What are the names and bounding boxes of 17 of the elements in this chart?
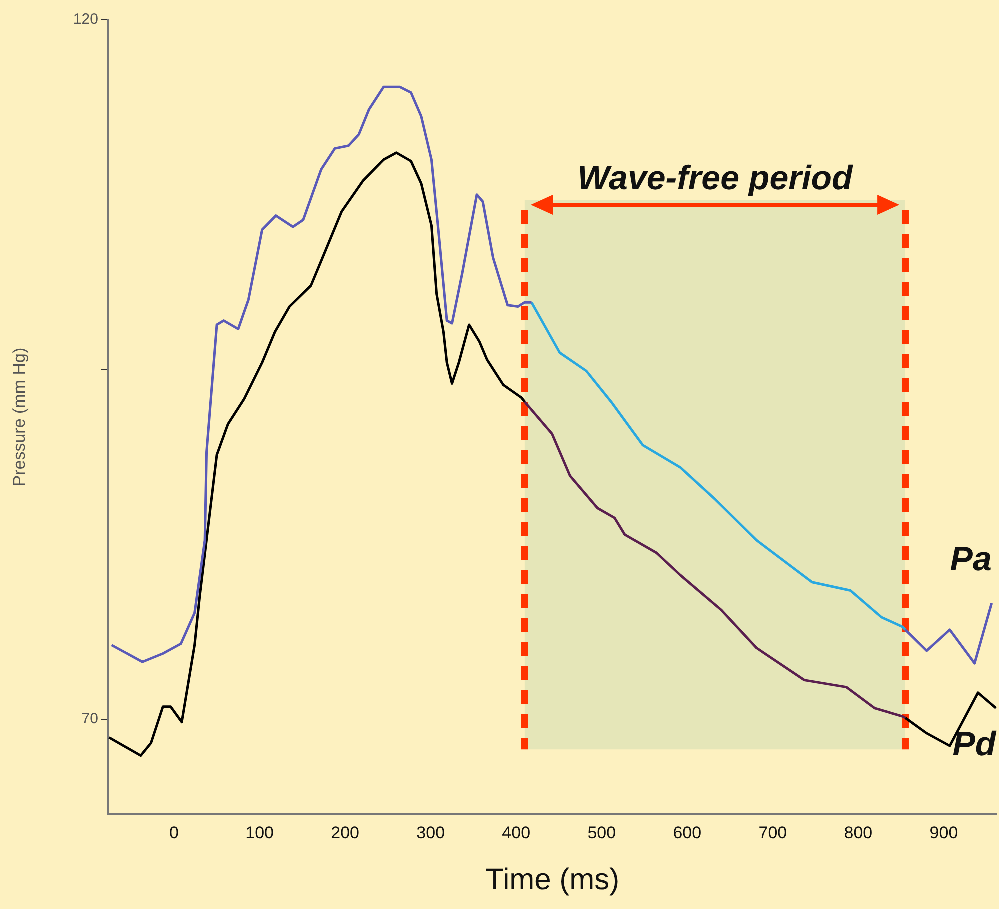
x-tick-label: 700 — [758, 823, 788, 842]
x-tick-label: 900 — [930, 823, 958, 842]
x-tick-label: 0 — [170, 823, 180, 842]
x-tick-label: 200 — [331, 823, 360, 842]
band-label: Wave-free period — [578, 159, 854, 198]
y-tick-label: 70 — [82, 710, 98, 728]
x-axis-title: Time (ms) — [486, 863, 620, 896]
x-tick-label: 300 — [416, 823, 446, 842]
x-tick-label: 100 — [246, 823, 274, 842]
x-tick-label: 800 — [844, 823, 873, 842]
y-tick-label: 120 — [73, 11, 98, 28]
y-axis-title: Pressure (mm Hg) — [10, 348, 29, 487]
x-tick-label: 400 — [502, 823, 531, 842]
x-tick-label: 500 — [588, 823, 616, 842]
series-label: Pa — [950, 540, 992, 579]
series-label: Pd — [952, 726, 998, 764]
x-tick-label: 600 — [673, 823, 702, 842]
